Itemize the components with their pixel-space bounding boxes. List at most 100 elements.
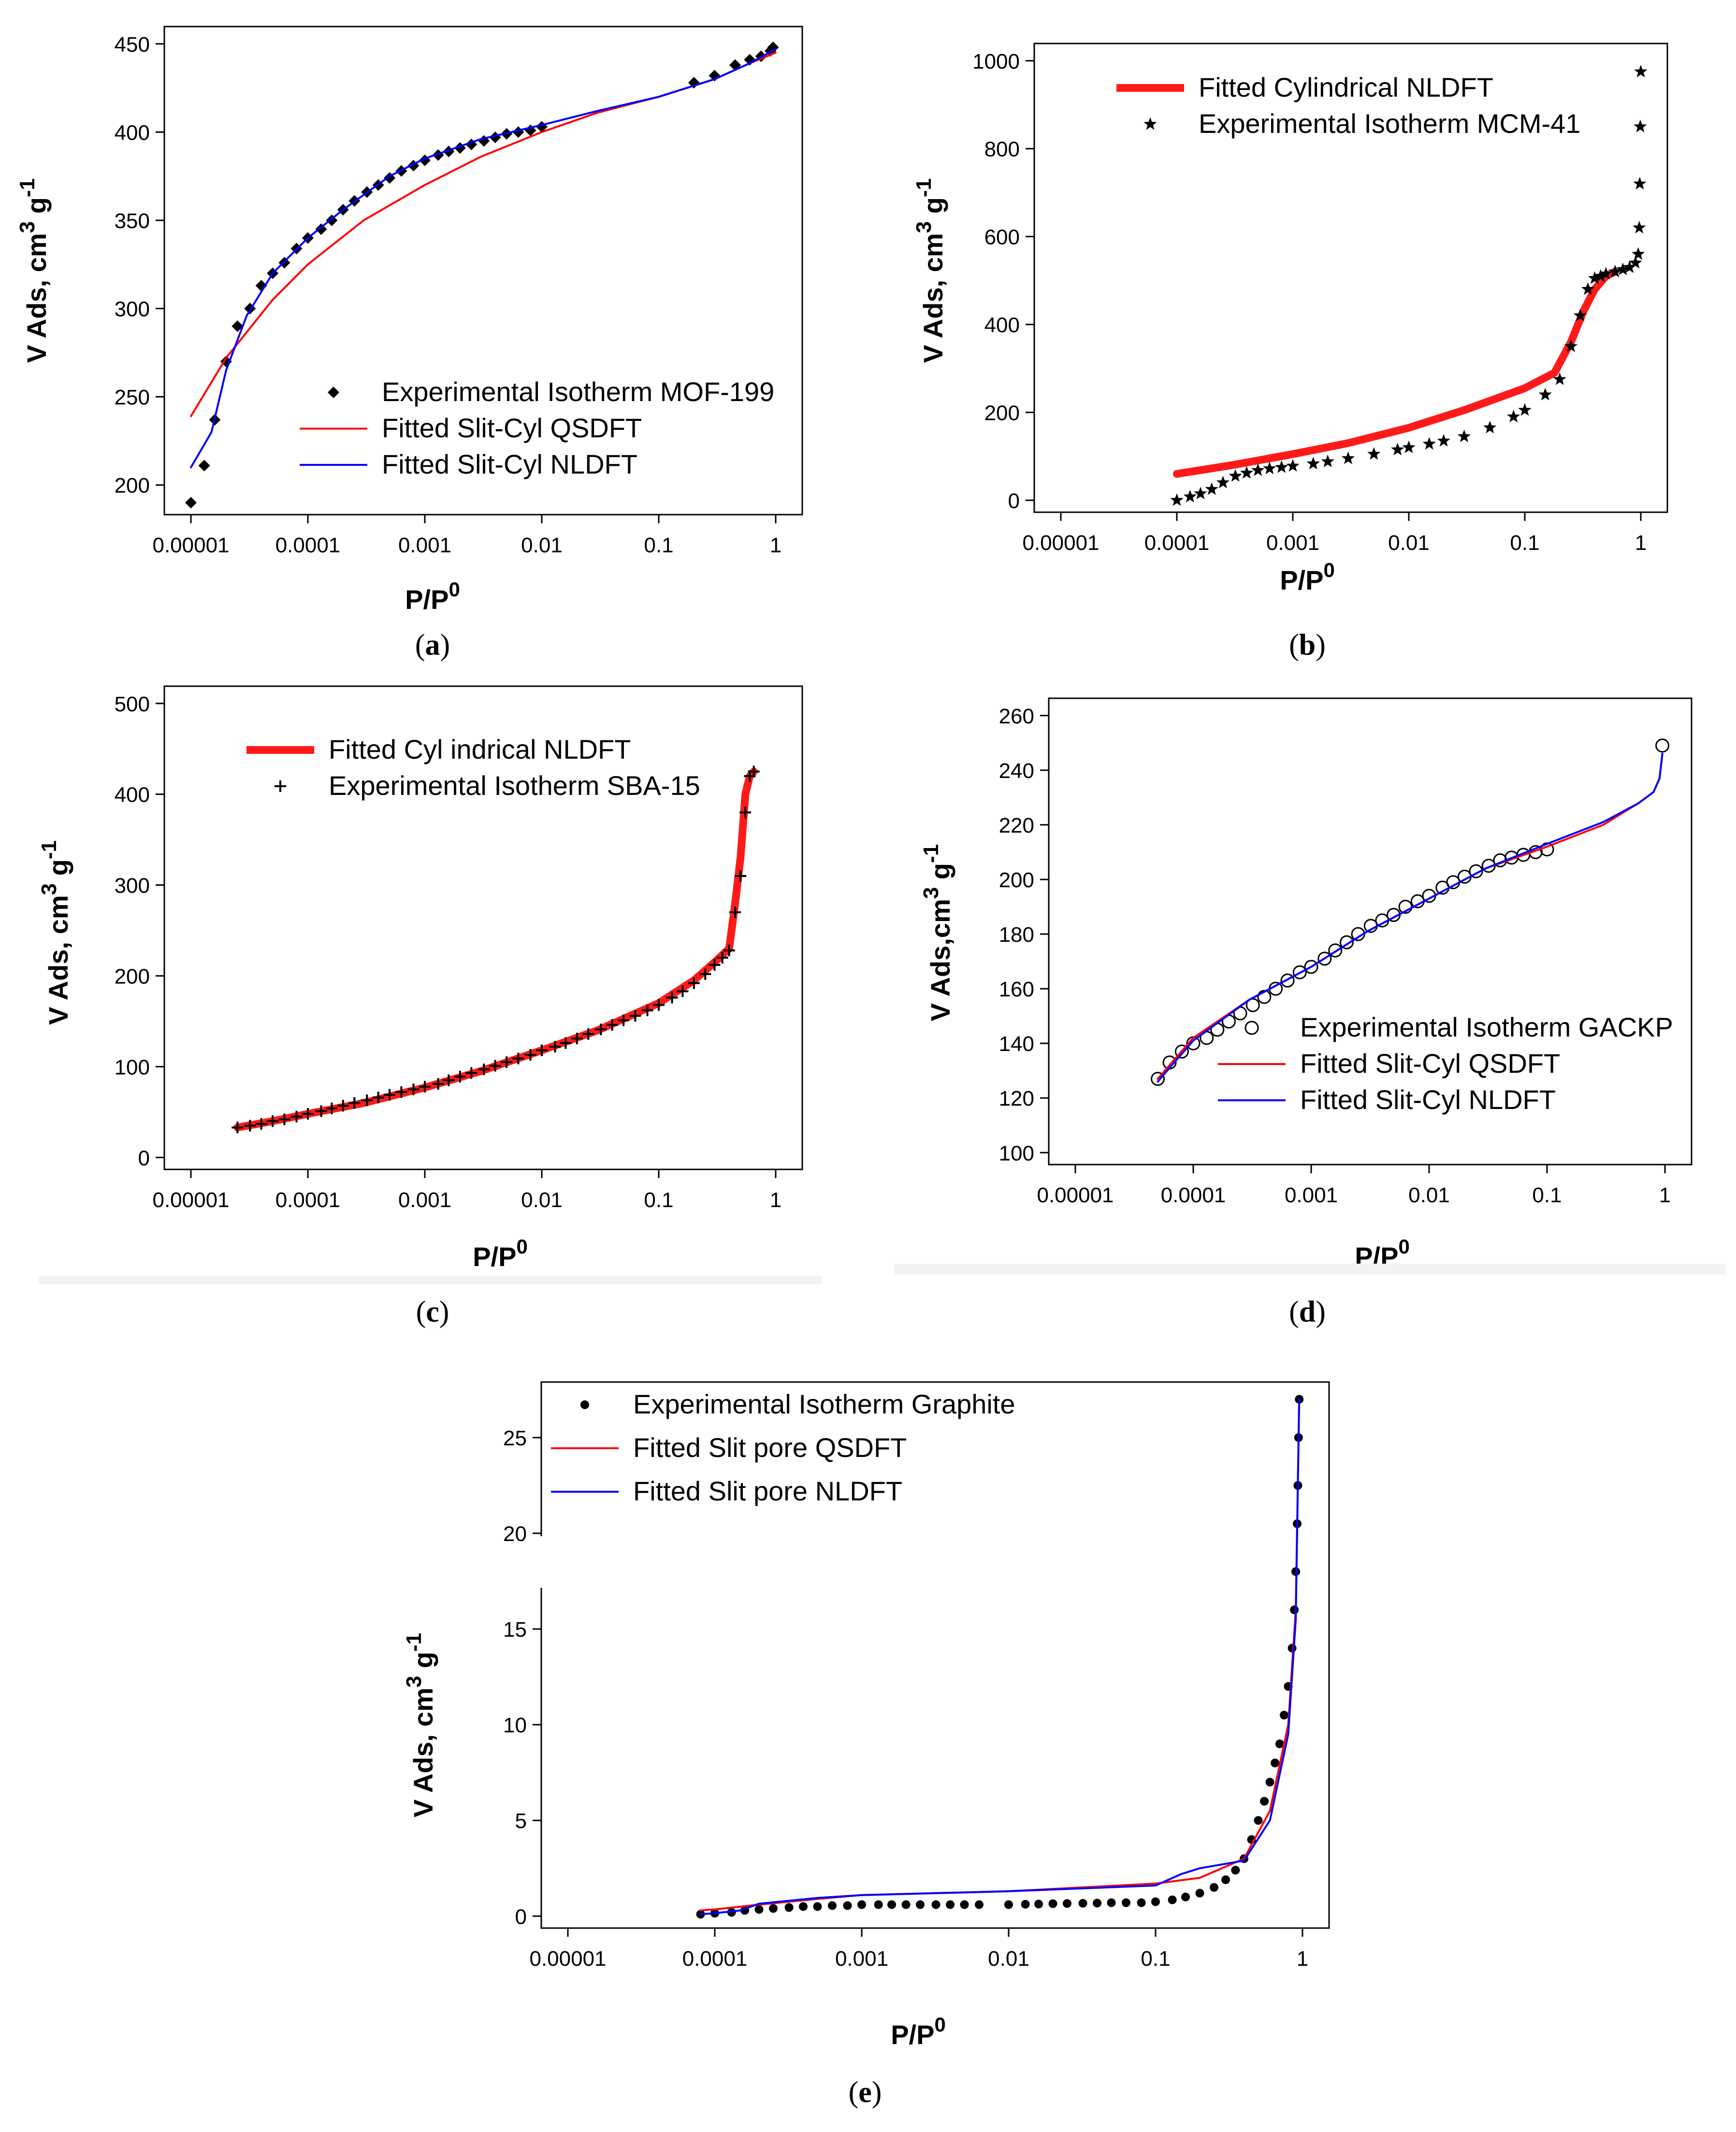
- data-point: [1151, 1897, 1160, 1906]
- data-point: [326, 1102, 338, 1114]
- data-point: [1457, 430, 1471, 442]
- x-tick-label: 0.00001: [1022, 531, 1099, 555]
- panel-caption-letter: e: [858, 2076, 872, 2109]
- data-point: [735, 870, 747, 882]
- data-point: [1507, 410, 1520, 423]
- data-point: [1634, 119, 1647, 132]
- x-axis-label-sup: 0: [934, 2013, 945, 2036]
- x-axis-label-sup: 0: [448, 578, 460, 601]
- data-point: [1062, 1899, 1071, 1908]
- data-point: [641, 1004, 653, 1016]
- data-point: [231, 320, 244, 332]
- data-point: [843, 1901, 852, 1910]
- panel-caption-close: ): [440, 629, 450, 662]
- data-point: [754, 1905, 764, 1914]
- x-tick-label: 0.01: [521, 533, 563, 557]
- data-point: [1341, 451, 1355, 464]
- y-tick-label: 140: [999, 1032, 1034, 1056]
- data-point: [1437, 434, 1450, 447]
- data-point: [1280, 1711, 1289, 1720]
- y-tick-label: 160: [999, 978, 1034, 1001]
- data-point: [1004, 1900, 1013, 1909]
- series-line: [190, 48, 777, 469]
- data-point: [874, 1900, 883, 1909]
- data-point: [1599, 267, 1613, 280]
- data-point: [946, 1900, 955, 1909]
- y-axis-label: V Ads, cm3 g-1: [912, 178, 948, 363]
- data-point: [337, 1100, 349, 1112]
- y-tick-label: 180: [999, 923, 1034, 947]
- data-point: [709, 959, 721, 971]
- y-tick-label: 240: [999, 759, 1034, 783]
- y-tick-label: 300: [115, 874, 150, 898]
- data-point: [1170, 493, 1184, 506]
- data-point: [1181, 1892, 1190, 1902]
- data-point: [1286, 459, 1300, 472]
- series-fitted-cylindrical-nldft: [1173, 268, 1619, 478]
- x-tick-label: 1: [1297, 1947, 1308, 1971]
- series-experimental-isotherm-graphite: [696, 1395, 1304, 1919]
- y-tick-label: 15: [503, 1618, 527, 1642]
- data-point: [1275, 1739, 1284, 1748]
- data-point: [666, 992, 678, 1004]
- x-tick-label: 0.0001: [275, 1188, 341, 1212]
- data-point: [931, 1900, 940, 1909]
- y-axis-label-sup: 3: [912, 221, 936, 233]
- legend-label: Fitted Cylindrical NLDFT: [1199, 72, 1493, 102]
- data-point: [1263, 461, 1276, 475]
- data-point: [1168, 1895, 1177, 1904]
- plot-frame: [1048, 697, 1693, 1166]
- data-point: [699, 968, 711, 980]
- data-point: [1588, 271, 1602, 284]
- data-point: [1216, 475, 1230, 489]
- data-point: [580, 1400, 589, 1409]
- y-tick-label: 600: [984, 226, 1020, 249]
- x-tick-label: 0.1: [644, 1188, 673, 1212]
- data-point: [723, 944, 735, 956]
- data-point: [198, 460, 210, 472]
- data-point: [1304, 960, 1318, 974]
- x-tick-label: 0.01: [1388, 531, 1430, 555]
- data-point: [454, 1071, 466, 1083]
- data-point: [1194, 487, 1207, 500]
- legend-label: Fitted Slit pore NLDFT: [633, 1476, 902, 1506]
- panel-caption-close: ): [439, 1296, 449, 1328]
- data-point: [595, 1023, 607, 1036]
- data-point: [465, 1067, 477, 1079]
- data-point: [1518, 403, 1532, 416]
- x-tick-label: 0.001: [398, 533, 451, 557]
- data-point: [348, 1097, 361, 1109]
- data-point: [302, 1108, 314, 1120]
- panel-d-footer-band: [894, 1264, 1725, 1274]
- legend: Experimental Isotherm GACKP Fitted Slit-C…: [1218, 1012, 1673, 1115]
- data-point: [1292, 965, 1307, 980]
- y-tick-label: 400: [115, 783, 150, 807]
- panel-caption: (b): [1289, 629, 1326, 662]
- data-point: [1229, 469, 1242, 482]
- data-point: [1275, 460, 1288, 473]
- x-tick-label: 0.001: [835, 1947, 888, 1971]
- plot-frame: [540, 1381, 1330, 1929]
- x-tick-label: 0.1: [1532, 1183, 1562, 1207]
- data-point: [1231, 1866, 1240, 1875]
- series-line: [699, 1398, 1301, 1916]
- data-point: [1280, 973, 1295, 988]
- y-axis-label-sup: 3: [402, 1676, 426, 1687]
- legend: Fitted Cyl indrical NLDFT Experimental Is…: [246, 734, 700, 801]
- data-point: [443, 1074, 455, 1086]
- data-point: [1483, 420, 1497, 433]
- y-axis-label-sup: -1: [919, 844, 943, 863]
- legend-label: Fitted Cyl indrical NLDFT: [329, 734, 631, 764]
- x-axis-label-sup: 0: [516, 1235, 527, 1258]
- y-axis-label-sup: -1: [912, 178, 936, 197]
- data-point: [1251, 463, 1265, 476]
- series-fitted-slit-cyl-nldft: [190, 48, 777, 469]
- data-point: [857, 1900, 866, 1909]
- legend-label: Fitted Slit-Cyl NLDFT: [382, 449, 637, 479]
- series-fitted-slit-cyl-nldft: [1157, 752, 1664, 1083]
- x-tick-label: 0.00001: [529, 1947, 606, 1971]
- y-tick-label: 400: [115, 121, 150, 144]
- data-point: [1367, 447, 1381, 460]
- x-tick-label: 0.01: [988, 1947, 1029, 1971]
- y-axis-label: V Ads, cm3 g-1: [37, 840, 73, 1025]
